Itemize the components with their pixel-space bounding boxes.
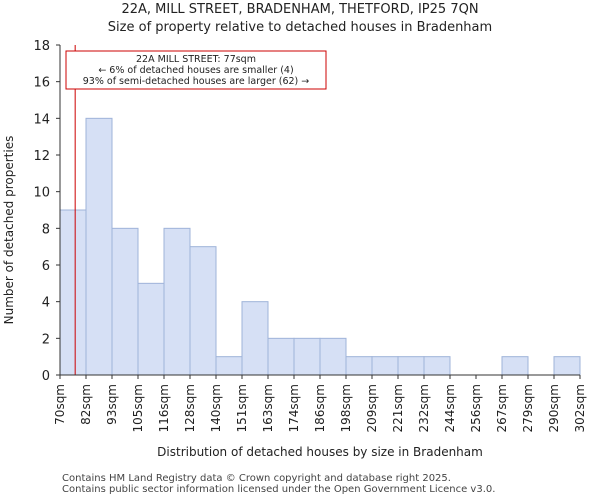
x-tick-label: 186sqm [313, 384, 327, 432]
histogram-bar [553, 356, 581, 376]
x-tick-label: 267sqm [495, 384, 509, 432]
annotation-line-2: ← 6% of detached houses are smaller (4) [98, 65, 293, 76]
y-tick-label: 6 [42, 259, 50, 274]
y-tick-label: 18 [33, 39, 50, 54]
x-tick-label: 244sqm [443, 384, 457, 432]
x-tick-label: 221sqm [391, 384, 405, 432]
histogram-bar [423, 356, 451, 376]
histogram-bar [371, 356, 399, 376]
annotation-line-1: 22A MILL STREET: 77sqm [136, 54, 256, 65]
x-tick-label: 256sqm [469, 384, 483, 432]
histogram-bar [241, 301, 269, 376]
histogram-bar [267, 337, 295, 376]
footer-line-1: Contains HM Land Registry data © Crown c… [62, 473, 451, 484]
y-tick-label: 4 [42, 296, 50, 311]
x-tick-label: 82sqm [79, 384, 93, 425]
y-tick-label: 16 [33, 76, 50, 91]
x-tick-label: 128sqm [183, 384, 197, 432]
y-tick-label: 12 [33, 149, 50, 164]
histogram-chart: 0 2 4 6 8 10 12 14 16 18 70sqm 82sqm 93sqm 105sqm 116… [2, 39, 587, 459]
x-tick-label: 163sqm [261, 384, 275, 432]
y-tick-label: 8 [42, 222, 50, 237]
y-tick-label: 0 [42, 369, 50, 384]
histogram-bar [189, 246, 217, 376]
x-tick-label: 279sqm [521, 384, 535, 432]
x-axis-label: Distribution of detached houses by size … [157, 445, 483, 459]
histogram-bar [501, 356, 529, 376]
histogram-bar [293, 337, 321, 376]
histogram-bar [215, 356, 243, 376]
x-tick-label: 198sqm [339, 384, 353, 432]
histogram-bar [319, 337, 347, 376]
x-tick-label: 302sqm [573, 384, 587, 432]
annotation-line-3: 93% of semi-detached houses are larger (… [83, 76, 310, 87]
x-tick-label: 290sqm [547, 384, 561, 432]
x-tick-label: 105sqm [131, 384, 145, 432]
footer-line-2: Contains public sector information licen… [62, 484, 496, 495]
y-tick-label: 14 [33, 112, 50, 127]
x-tick-label: 209sqm [365, 384, 379, 432]
histogram-bar [85, 117, 113, 376]
histogram-bar [111, 227, 139, 376]
histogram-bar [163, 227, 191, 376]
chart-title: 22A, MILL STREET, BRADENHAM, THETFORD, I… [121, 2, 479, 17]
annotation-box [65, 50, 327, 90]
y-axis-label: Number of detached properties [2, 136, 16, 325]
x-tick-label: 232sqm [417, 384, 431, 432]
histogram-bar [345, 356, 373, 376]
x-tick-label: 140sqm [209, 384, 223, 432]
x-tick-label: 174sqm [287, 384, 301, 432]
y-tick-label: 2 [42, 332, 50, 347]
histogram-bar [397, 356, 425, 376]
x-tick-label: 70sqm [53, 384, 67, 425]
histogram-bar [137, 282, 165, 376]
x-tick-label: 151sqm [235, 384, 249, 432]
chart-subtitle: Size of property relative to detached ho… [107, 20, 493, 35]
y-tick-label: 10 [33, 186, 50, 201]
x-tick-label: 93sqm [105, 384, 119, 425]
histogram-bar [59, 209, 87, 376]
x-tick-label: 116sqm [157, 384, 171, 432]
